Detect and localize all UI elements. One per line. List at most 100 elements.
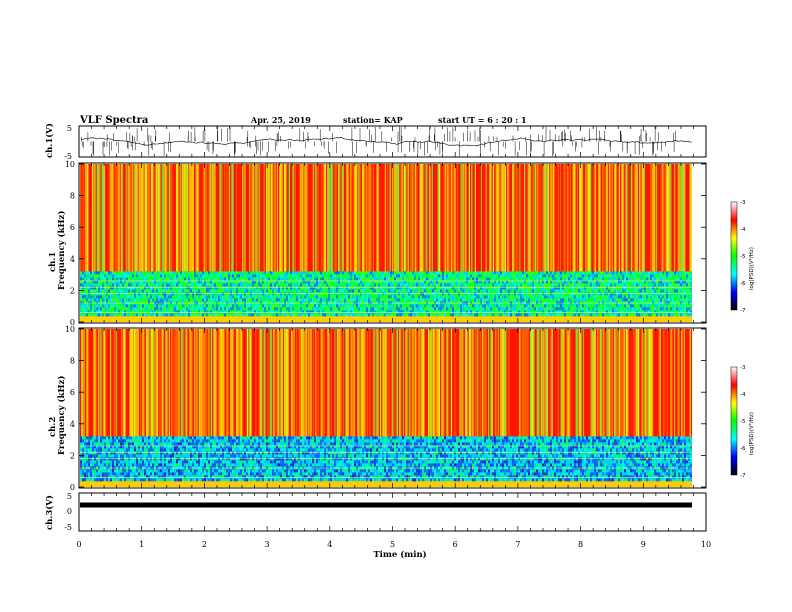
low-band-cell	[640, 304, 642, 308]
low-band-cell	[542, 283, 544, 287]
low-band-cell	[288, 286, 290, 290]
low-band-cell	[566, 295, 568, 299]
low-band-cell	[336, 274, 338, 278]
low-band-cell	[620, 313, 622, 317]
low-band-cell	[514, 304, 516, 308]
low-band-cell	[548, 271, 550, 275]
low-band-cell	[124, 277, 126, 281]
low-band-cell	[534, 310, 536, 314]
low-band-cell	[508, 277, 510, 281]
low-band-cell	[626, 286, 628, 290]
low-band-cell	[412, 280, 414, 284]
low-band-cell	[504, 310, 506, 314]
low-band-cell	[616, 274, 618, 278]
low-band-cell	[318, 271, 320, 275]
low-band-cell	[356, 277, 358, 281]
low-band-cell	[162, 274, 164, 278]
low-band-cell	[112, 310, 114, 314]
low-band-cell	[80, 313, 82, 317]
low-band-cell	[630, 304, 632, 308]
low-band-cell	[326, 310, 328, 314]
low-band-cell	[106, 310, 108, 314]
spectral-streak	[681, 164, 683, 272]
low-band-cell	[446, 286, 448, 290]
low-band-cell	[584, 289, 586, 293]
spectral-streak	[525, 164, 527, 272]
low-band-cell	[148, 271, 150, 275]
low-band-cell	[336, 277, 338, 281]
low-band-cell	[252, 313, 254, 317]
low-band-cell	[256, 271, 258, 275]
low-band-cell	[218, 274, 220, 278]
low-band-cell	[500, 280, 502, 284]
low-band-cell	[290, 298, 292, 302]
low-band-cell	[516, 298, 518, 302]
spectral-streak	[384, 164, 387, 272]
low-band-cell	[382, 274, 384, 278]
low-band-cell	[446, 313, 448, 317]
low-band-cell	[162, 298, 164, 302]
spectral-streak	[263, 164, 265, 272]
spectral-streak	[521, 164, 523, 272]
low-band-cell	[366, 310, 368, 314]
spectral-streak	[464, 164, 466, 272]
spectral-streak	[118, 164, 120, 272]
low-band-cell	[610, 286, 612, 290]
low-band-cell	[266, 283, 268, 287]
low-band-cell	[406, 280, 408, 284]
low-band-cell	[570, 307, 572, 311]
low-band-cell	[438, 289, 440, 293]
spectral-streak	[516, 164, 519, 272]
spectral-streak	[207, 164, 209, 272]
low-band-cell	[306, 304, 308, 308]
low-band-cell	[282, 283, 284, 287]
low-band-cell	[100, 283, 102, 287]
low-band-cell	[120, 280, 122, 284]
low-band-cell	[614, 307, 616, 311]
spectral-streak	[334, 164, 336, 272]
low-band-cell	[632, 295, 634, 299]
spectral-streak	[676, 164, 678, 272]
spectral-streak	[644, 164, 646, 272]
low-band-cell	[484, 289, 486, 293]
low-band-cell	[328, 304, 330, 308]
low-band-cell	[532, 283, 534, 287]
low-band-cell	[248, 310, 250, 314]
low-band-cell	[98, 277, 100, 281]
low-band-cell	[102, 289, 104, 293]
low-band-cell	[340, 280, 342, 284]
low-band-cell	[608, 286, 610, 290]
low-band-cell	[428, 286, 430, 290]
spectral-streak	[320, 164, 322, 272]
low-band-cell	[628, 289, 630, 293]
low-band-cell	[416, 310, 418, 314]
low-band-cell	[330, 283, 332, 287]
low-band-cell	[622, 280, 624, 284]
low-band-cell	[398, 280, 400, 284]
spectral-streak	[647, 164, 649, 272]
low-band-cell	[628, 304, 630, 308]
low-band-cell	[432, 304, 434, 308]
low-band-cell	[142, 289, 144, 293]
low-band-cell	[584, 283, 586, 287]
low-band-cell	[586, 271, 588, 275]
low-band-cell	[84, 271, 86, 275]
low-band-cell	[264, 307, 266, 311]
low-band-cell	[556, 313, 558, 317]
low-band-cell	[520, 304, 522, 308]
figure-title: VLF Spectra	[79, 115, 149, 126]
spectral-streak	[219, 164, 221, 272]
low-band-cell	[162, 307, 164, 311]
low-band-cell	[604, 313, 606, 317]
low-band-cell	[398, 271, 400, 275]
spectral-streak	[185, 164, 187, 272]
low-band-cell	[90, 274, 92, 278]
spectral-streak	[218, 164, 220, 272]
low-band-cell	[530, 286, 532, 290]
low-band-cell	[530, 310, 532, 314]
spectral-streak	[147, 164, 149, 272]
spectral-streak	[533, 164, 535, 272]
low-band-cell	[334, 277, 336, 281]
low-band-cell	[396, 307, 398, 311]
low-band-cell	[366, 295, 368, 299]
